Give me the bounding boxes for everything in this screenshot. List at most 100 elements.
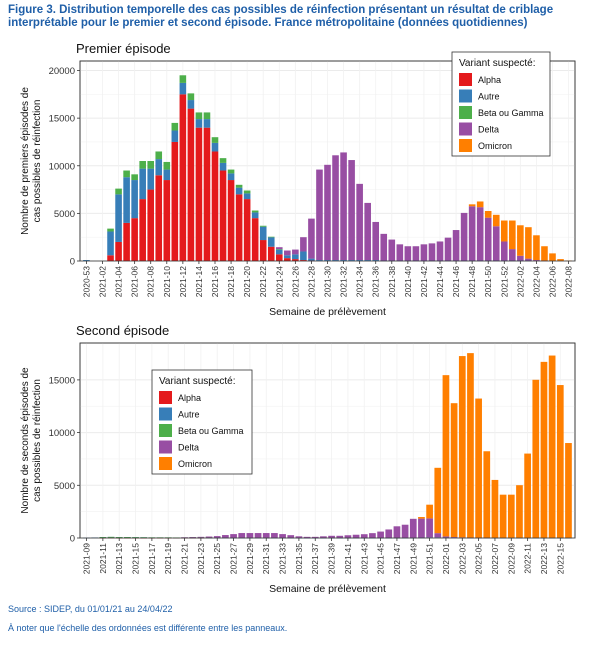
- x-tick-label: 2021-33: [278, 543, 288, 574]
- bar-segment: [412, 246, 420, 261]
- bar-segment: [476, 201, 484, 208]
- bar-segment: [123, 222, 130, 261]
- bar-segment: [316, 260, 323, 261]
- x-tick-label: 2021-27: [229, 543, 239, 574]
- bar-segment: [259, 226, 267, 241]
- bar-segment: [348, 260, 355, 261]
- x-tick-label: 2021-34: [355, 266, 365, 297]
- y-axis-title-line1: Nombre de seconds épisodes de: [20, 367, 31, 514]
- bar-segment: [222, 535, 229, 538]
- bar-segment: [230, 534, 237, 538]
- bar-segment: [163, 169, 171, 181]
- x-tick-label: 2022-04: [531, 266, 541, 297]
- x-tick-label: 2022-01: [441, 543, 451, 574]
- bar-segment: [211, 151, 219, 261]
- bar-segment: [396, 244, 404, 261]
- legend-box: [151, 369, 253, 475]
- y-tick-label: 0: [70, 534, 75, 545]
- bar-segment: [187, 108, 195, 261]
- bar-segment: [516, 485, 523, 538]
- legend-title: Variant suspecté:: [459, 58, 536, 69]
- bar-segment: [227, 169, 235, 174]
- x-tick-label: 2021-31: [261, 543, 271, 574]
- x-tick-label: 2021-24: [274, 266, 284, 297]
- bar-segment: [179, 82, 187, 95]
- y-axis-title-line1: Nombre de premiers épisodes de: [20, 87, 31, 235]
- scale-note: À noter que l'échelle des ordonnées est …: [8, 623, 288, 633]
- legend-label: Beta ou Gamma: [178, 426, 244, 436]
- x-tick-label: 2021-40: [403, 266, 413, 297]
- bar-segment: [517, 255, 524, 261]
- x-tick-label: 2022-13: [539, 543, 549, 574]
- bar-segment: [139, 199, 146, 261]
- bar-segment: [385, 529, 393, 538]
- x-tick-label: 2021-04: [114, 266, 124, 297]
- legend-swatch: [159, 424, 172, 437]
- legend-label: Alpha: [178, 393, 201, 403]
- bar-segment: [525, 258, 532, 261]
- bar-segment: [557, 259, 564, 261]
- x-tick-label: 2021-44: [435, 266, 445, 297]
- x-tick-label: 2022-08: [564, 266, 574, 297]
- bar-segment: [140, 537, 148, 538]
- bar-segment: [267, 246, 275, 261]
- bar-segment: [197, 536, 205, 538]
- x-tick-label: 2021-10: [162, 266, 172, 297]
- bar-segment: [458, 356, 466, 538]
- bar-segment: [484, 217, 492, 261]
- bar-segment: [401, 524, 409, 538]
- x-tick-label: 2021-46: [451, 266, 461, 297]
- bar-segment: [243, 199, 251, 261]
- bar-segment: [436, 241, 444, 261]
- figure-title: Figure 3. Distribution temporelle des ca…: [8, 4, 593, 30]
- bar-segment: [99, 537, 107, 538]
- bar-segment: [444, 237, 452, 261]
- panel-title: Second épisode: [76, 323, 169, 338]
- bar-segment: [179, 94, 187, 261]
- bar-segment: [308, 218, 315, 259]
- panel-title: Premier épisode: [76, 41, 171, 56]
- bar-segment: [356, 260, 363, 261]
- bar-segment: [324, 164, 331, 261]
- bar-segment: [541, 246, 548, 261]
- legend-swatch: [159, 457, 172, 470]
- legend-swatch: [159, 440, 172, 454]
- bar-segment: [251, 210, 259, 213]
- x-tick-label: 2021-15: [131, 543, 141, 574]
- bar-segment: [292, 254, 299, 260]
- x-tick-label: 2021-16: [210, 266, 220, 297]
- bar-segment: [311, 536, 319, 538]
- bar-segment: [372, 260, 380, 261]
- bar-segment: [238, 533, 246, 538]
- legend-label: Autre: [478, 92, 500, 102]
- bar-segment: [450, 403, 458, 538]
- bar-segment: [452, 230, 460, 261]
- bar-segment: [203, 119, 211, 128]
- bar-segment: [509, 220, 516, 250]
- y-axis-title-line2: cas possibles de réinfection: [32, 379, 43, 502]
- x-tick-label: 2021-09: [82, 543, 92, 574]
- bar-segment: [189, 537, 197, 538]
- bar-segment: [300, 237, 307, 252]
- y-tick-label: 20000: [49, 66, 75, 77]
- bar-segment: [565, 443, 572, 538]
- bar-segment: [507, 494, 515, 538]
- bar-segment: [275, 247, 283, 250]
- bar-segment: [259, 225, 267, 227]
- bar-segment: [243, 193, 251, 200]
- x-tick-label: 2022-09: [506, 543, 516, 574]
- x-tick-label: 2021-51: [425, 543, 435, 574]
- x-tick-label: 2020-53: [81, 266, 91, 297]
- bar-segment: [267, 236, 275, 238]
- bar-segment: [517, 225, 524, 256]
- bar-segment: [525, 227, 532, 259]
- chart-second-episode: 0 5000 10000 15000 2021-09 2021-11 2021-13 2021…: [20, 323, 576, 595]
- bar-segment: [147, 161, 155, 169]
- x-tick-label: 2021-43: [359, 543, 369, 574]
- bar-segment: [251, 212, 259, 219]
- bar-segment: [324, 260, 331, 261]
- bar-segment: [434, 467, 442, 534]
- bar-segment: [409, 518, 417, 538]
- bar-segment: [227, 173, 235, 181]
- bar-segment: [476, 207, 484, 261]
